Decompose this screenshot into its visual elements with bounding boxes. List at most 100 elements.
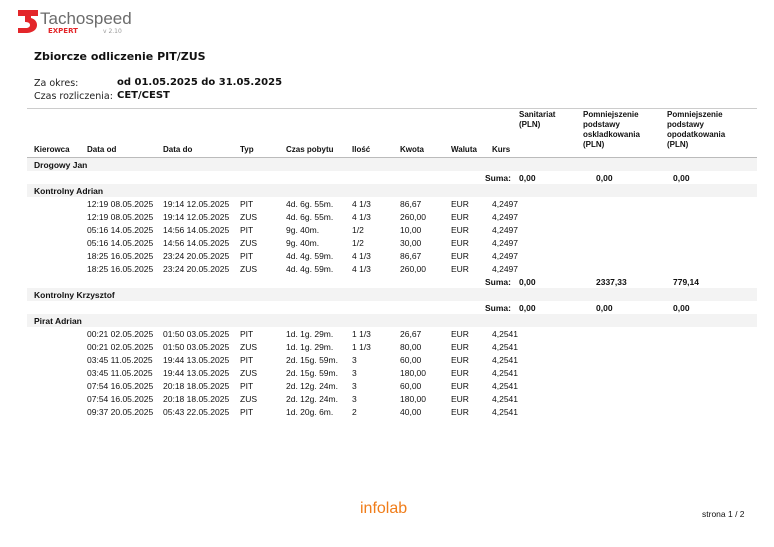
stay-duration: 4d. 4g. 59m. [286,264,334,274]
brand-name: Tachospeed [40,9,132,28]
quantity: 1 1/3 [352,342,371,352]
amount: 30,00 [400,238,422,248]
sum-opodatkowanie: 779,14 [673,277,699,287]
date-from: 07:54 16.05.2025 [87,381,154,391]
table-row: 05:16 14.05.2025 14:56 14.05.2025 ZUS 9g. 4… [27,236,757,249]
amount: 180,00 [400,368,426,378]
stay-duration: 4d. 6g. 55m. [286,199,334,209]
rate: 4,2497 [492,199,518,209]
driver-group-row: Drogowy Jan [27,158,757,171]
date-to: 01:50 03.05.2025 [163,329,230,339]
currency: EUR [451,225,469,235]
stay-duration: 4d. 4g. 59m. [286,251,334,261]
type: PIT [240,355,254,365]
version: v 2.10 [103,28,122,35]
quantity: 4 1/3 [352,199,371,209]
date-to: 19:14 12.05.2025 [163,212,230,222]
sum-row: Suma: 0,00 0,00 0,00 [27,171,757,184]
stay-duration: 4d. 6g. 55m. [286,212,334,222]
col-pomniejszenie-oskladkowania: Pomniejszenie podstawy oskladkowania (PL… [583,110,640,149]
date-to: 01:50 03.05.2025 [163,342,230,352]
table-row: 05:16 14.05.2025 14:56 14.05.2025 PIT 9g. 4… [27,223,757,236]
stay-duration: 2d. 15g. 59m. [286,368,338,378]
quantity: 1 1/3 [352,329,371,339]
sum-sanitariat: 0,00 [519,173,536,183]
infolab-logo: infolab [360,500,408,517]
date-from: 18:25 16.05.2025 [87,251,154,261]
rate: 4,2541 [492,355,518,365]
col-ilosc: Ilość [352,145,371,154]
date-from: 18:25 16.05.2025 [87,264,154,274]
period-value: od 01.05.2025 do 31.05.2025 [117,77,283,88]
date-from: 12:19 08.05.2025 [87,199,154,209]
stay-duration: 9g. 40m. [286,238,320,248]
driver-name: Kontrolny Krzysztof [34,290,115,300]
date-from: 05:16 14.05.2025 [87,225,154,235]
currency: EUR [451,329,469,339]
stay-duration: 1d. 1g. 29m. [286,342,334,352]
rate: 4,2497 [492,251,518,261]
currency: EUR [451,238,469,248]
date-from: 03:45 11.05.2025 [87,368,153,378]
type: PIT [240,225,254,235]
type: PIT [240,381,254,391]
amount: 260,00 [400,264,426,274]
amount: 86,67 [400,199,422,209]
date-from: 05:16 14.05.2025 [87,238,154,248]
amount: 180,00 [400,394,426,404]
timezone-value: CET/CEST [117,90,170,101]
type: PIT [240,407,254,417]
sum-label: Suma: [485,277,511,287]
type: ZUS [240,394,257,404]
driver-group-row: Pirat Adrian [27,314,757,327]
table-row: 00:21 02.05.2025 01:50 03.05.2025 PIT 1d. 1… [27,327,757,340]
date-to: 19:14 12.05.2025 [163,199,230,209]
sum-row: Suma: 0,00 0,00 0,00 [27,301,757,314]
stay-duration: 1d. 1g. 29m. [286,329,334,339]
col-kierowca: Kierowca [34,145,70,154]
col-typ: Typ [240,145,254,154]
quantity: 3 [352,381,357,391]
quantity: 4 1/3 [352,251,371,261]
sum-label: Suma: [485,173,511,183]
sum-opodatkowanie: 0,00 [673,173,690,183]
date-to: 19:44 13.05.2025 [163,368,230,378]
rate: 4,2541 [492,394,518,404]
rate: 4,2497 [492,238,518,248]
quantity: 4 1/3 [352,212,371,222]
brand-edition: EXPERT [48,27,78,35]
date-to: 14:56 14.05.2025 [163,225,230,235]
col-kwota: Kwota [400,145,424,154]
quantity: 3 [352,355,357,365]
table-row: 18:25 16.05.2025 23:24 20.05.2025 ZUS 4d. 4… [27,262,757,275]
amount: 26,67 [400,329,422,339]
currency: EUR [451,355,469,365]
amount: 10,00 [400,225,422,235]
rate: 4,2497 [492,225,518,235]
stay-duration: 2d. 15g. 59m. [286,355,338,365]
sum-oskladkowanie: 2337,33 [596,277,627,287]
currency: EUR [451,251,469,261]
type: ZUS [240,238,257,248]
sum-oskladkowanie: 0,00 [596,303,613,313]
date-from: 09:37 20.05.2025 [87,407,154,417]
date-to: 19:44 13.05.2025 [163,355,230,365]
col-pomniejszenie-opodatkowania: Pomniejszenie podstawy opodatkowania (PL… [667,110,726,149]
table-row: 07:54 16.05.2025 20:18 18.05.2025 PIT 2d. 1… [27,379,757,392]
table-row: 18:25 16.05.2025 23:24 20.05.2025 PIT 4d. 4… [27,249,757,262]
col-waluta: Waluta [451,145,477,154]
type: ZUS [240,342,257,352]
table-row: 12:19 08.05.2025 19:14 12.05.2025 PIT 4d. 6… [27,197,757,210]
currency: EUR [451,394,469,404]
period-label: Za okres: [34,78,79,89]
stay-duration: 2d. 12g. 24m. [286,394,338,404]
quantity: 3 [352,368,357,378]
driver-name: Kontrolny Adrian [34,186,104,196]
sum-sanitariat: 0,00 [519,303,536,313]
driver-name: Drogowy Jan [34,160,88,170]
table-row: 03:45 11.05.2025 19:44 13.05.2025 PIT 2d. 1… [27,353,757,366]
header-divider [27,108,757,109]
table-row: 00:21 02.05.2025 01:50 03.05.2025 ZUS 1d. 1… [27,340,757,353]
col-data-do: Data do [163,145,193,154]
